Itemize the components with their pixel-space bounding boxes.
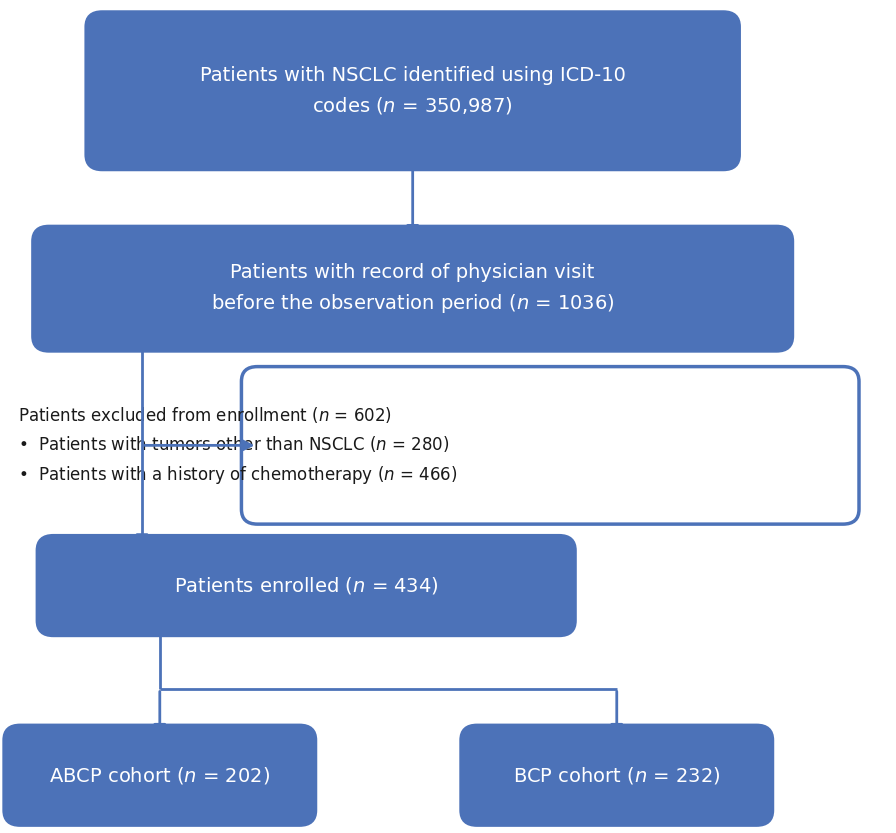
FancyBboxPatch shape	[33, 227, 792, 351]
FancyBboxPatch shape	[241, 367, 859, 524]
FancyBboxPatch shape	[461, 726, 772, 826]
Text: Patients enrolled ($n$ = 434): Patients enrolled ($n$ = 434)	[174, 575, 438, 596]
Text: Patients excluded from enrollment ($n$ = 602)
•  Patients with tumors other than: Patients excluded from enrollment ($n$ =…	[18, 405, 457, 486]
Text: Patients with record of physician visit
before the observation period ($n$ = 103: Patients with record of physician visit …	[211, 262, 615, 315]
FancyBboxPatch shape	[4, 726, 315, 826]
Text: Patients with NSCLC identified using ICD-10
codes ($n$ = 350,987): Patients with NSCLC identified using ICD…	[200, 66, 625, 116]
FancyBboxPatch shape	[38, 536, 575, 636]
FancyBboxPatch shape	[86, 12, 739, 169]
Text: BCP cohort ($n$ = 232): BCP cohort ($n$ = 232)	[513, 765, 720, 786]
Text: ABCP cohort ($n$ = 202): ABCP cohort ($n$ = 202)	[49, 765, 271, 786]
